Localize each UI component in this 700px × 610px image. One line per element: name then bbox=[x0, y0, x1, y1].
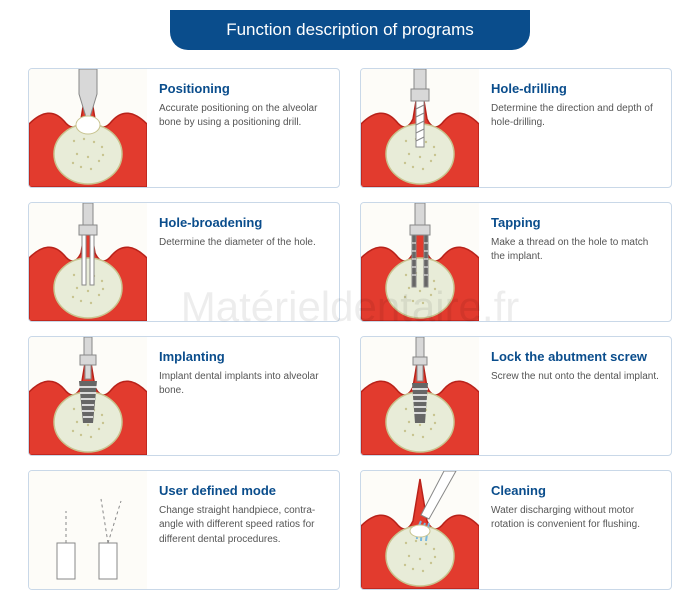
program-illustration bbox=[361, 471, 479, 589]
program-title: Positioning bbox=[159, 81, 329, 97]
program-text: Tapping Make a thread on the hole to mat… bbox=[479, 203, 671, 321]
program-text: Hole-broadening Determine the diameter o… bbox=[147, 203, 326, 321]
program-card: Hole-drilling Determine the direction an… bbox=[360, 68, 672, 188]
program-title: Hole-drilling bbox=[491, 81, 661, 97]
programs-grid: Positioning Accurate positioning on the … bbox=[0, 68, 700, 610]
program-illustration bbox=[29, 471, 147, 589]
header-title: Function description of programs bbox=[226, 20, 474, 39]
program-desc: Water discharging without motor rotation… bbox=[491, 504, 661, 533]
program-text: User defined mode Change straight handpi… bbox=[147, 471, 339, 589]
program-title: Tapping bbox=[491, 215, 661, 231]
program-text: Implanting Implant dental implants into … bbox=[147, 337, 339, 455]
program-illustration bbox=[361, 203, 479, 321]
program-card: Lock the abutment screw Screw the nut on… bbox=[360, 336, 672, 456]
program-text: Positioning Accurate positioning on the … bbox=[147, 69, 339, 187]
header-banner: Function description of programs bbox=[170, 10, 530, 50]
program-card: Implanting Implant dental implants into … bbox=[28, 336, 340, 456]
program-title: Cleaning bbox=[491, 483, 661, 499]
program-title: Hole-broadening bbox=[159, 215, 316, 231]
program-illustration bbox=[29, 337, 147, 455]
program-card: Cleaning Water discharging without motor… bbox=[360, 470, 672, 590]
program-title: Implanting bbox=[159, 349, 329, 365]
program-desc: Determine the direction and depth of hol… bbox=[491, 102, 661, 131]
program-card: User defined mode Change straight handpi… bbox=[28, 470, 340, 590]
program-text: Hole-drilling Determine the direction an… bbox=[479, 69, 671, 187]
program-illustration bbox=[361, 337, 479, 455]
program-card: Positioning Accurate positioning on the … bbox=[28, 68, 340, 188]
program-illustration bbox=[361, 69, 479, 187]
program-desc: Accurate positioning on the alveolar bon… bbox=[159, 102, 329, 131]
program-desc: Change straight handpiece, contra-angle … bbox=[159, 504, 329, 548]
program-title: User defined mode bbox=[159, 483, 329, 499]
program-illustration bbox=[29, 69, 147, 187]
program-illustration bbox=[29, 203, 147, 321]
program-text: Lock the abutment screw Screw the nut on… bbox=[479, 337, 669, 455]
program-text: Cleaning Water discharging without motor… bbox=[479, 471, 671, 589]
program-desc: Make a thread on the hole to match the i… bbox=[491, 236, 661, 265]
program-card: Hole-broadening Determine the diameter o… bbox=[28, 202, 340, 322]
program-card: Tapping Make a thread on the hole to mat… bbox=[360, 202, 672, 322]
program-title: Lock the abutment screw bbox=[491, 349, 659, 365]
program-desc: Screw the nut onto the dental implant. bbox=[491, 370, 659, 385]
program-desc: Implant dental implants into alveolar bo… bbox=[159, 370, 329, 399]
program-desc: Determine the diameter of the hole. bbox=[159, 236, 316, 251]
